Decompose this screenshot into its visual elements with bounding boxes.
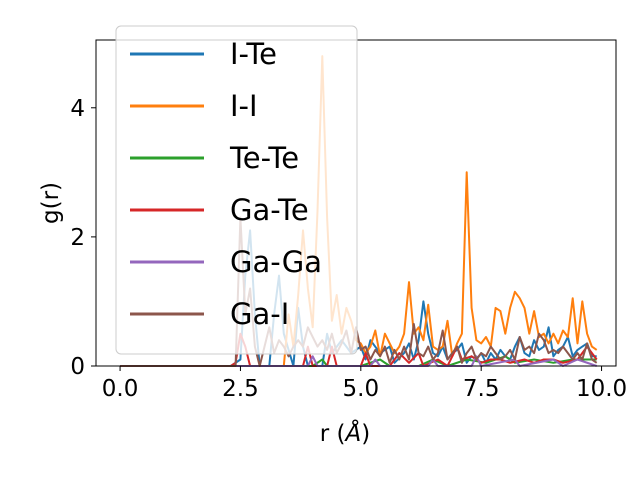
y-axis: 0 2 4 bbox=[70, 96, 96, 380]
x-axis-label-text: r ( bbox=[320, 421, 346, 447]
x-tick-label: 10.0 bbox=[576, 376, 627, 402]
y-axis-label: g(r) bbox=[38, 182, 64, 224]
legend-box bbox=[115, 25, 358, 355]
legend-label-ga-i: Ga-I bbox=[230, 297, 289, 331]
x-tick-label: 7.5 bbox=[463, 376, 500, 402]
legend: I-Te I-I Te-Te Ga-Te Ga-Ga Ga-I bbox=[115, 25, 358, 355]
x-tick-label: 5.0 bbox=[343, 376, 380, 402]
series-line-te-te bbox=[120, 355, 597, 367]
legend-entries: I-Te I-I Te-Te Ga-Te Ga-Ga Ga-I bbox=[130, 37, 322, 331]
x-axis-label: r (Å) bbox=[320, 419, 370, 447]
x-axis-label-close: ) bbox=[361, 421, 370, 447]
legend-label-te-te: Te-Te bbox=[229, 141, 299, 175]
y-tick-label: 2 bbox=[70, 225, 85, 251]
x-tick-label: 0.0 bbox=[102, 376, 139, 402]
legend-label-ga-te: Ga-Te bbox=[230, 193, 309, 227]
x-axis-label-unit: Å bbox=[344, 419, 362, 447]
legend-label-i-i: I-I bbox=[230, 89, 258, 123]
legend-label-i-te: I-Te bbox=[230, 37, 277, 71]
x-tick-label: 2.5 bbox=[222, 376, 259, 402]
legend-label-ga-ga: Ga-Ga bbox=[230, 245, 322, 279]
y-tick-label: 4 bbox=[70, 96, 85, 122]
y-tick-label: 0 bbox=[70, 354, 85, 380]
x-axis: 0.0 2.5 5.0 7.5 10.0 bbox=[102, 366, 627, 402]
